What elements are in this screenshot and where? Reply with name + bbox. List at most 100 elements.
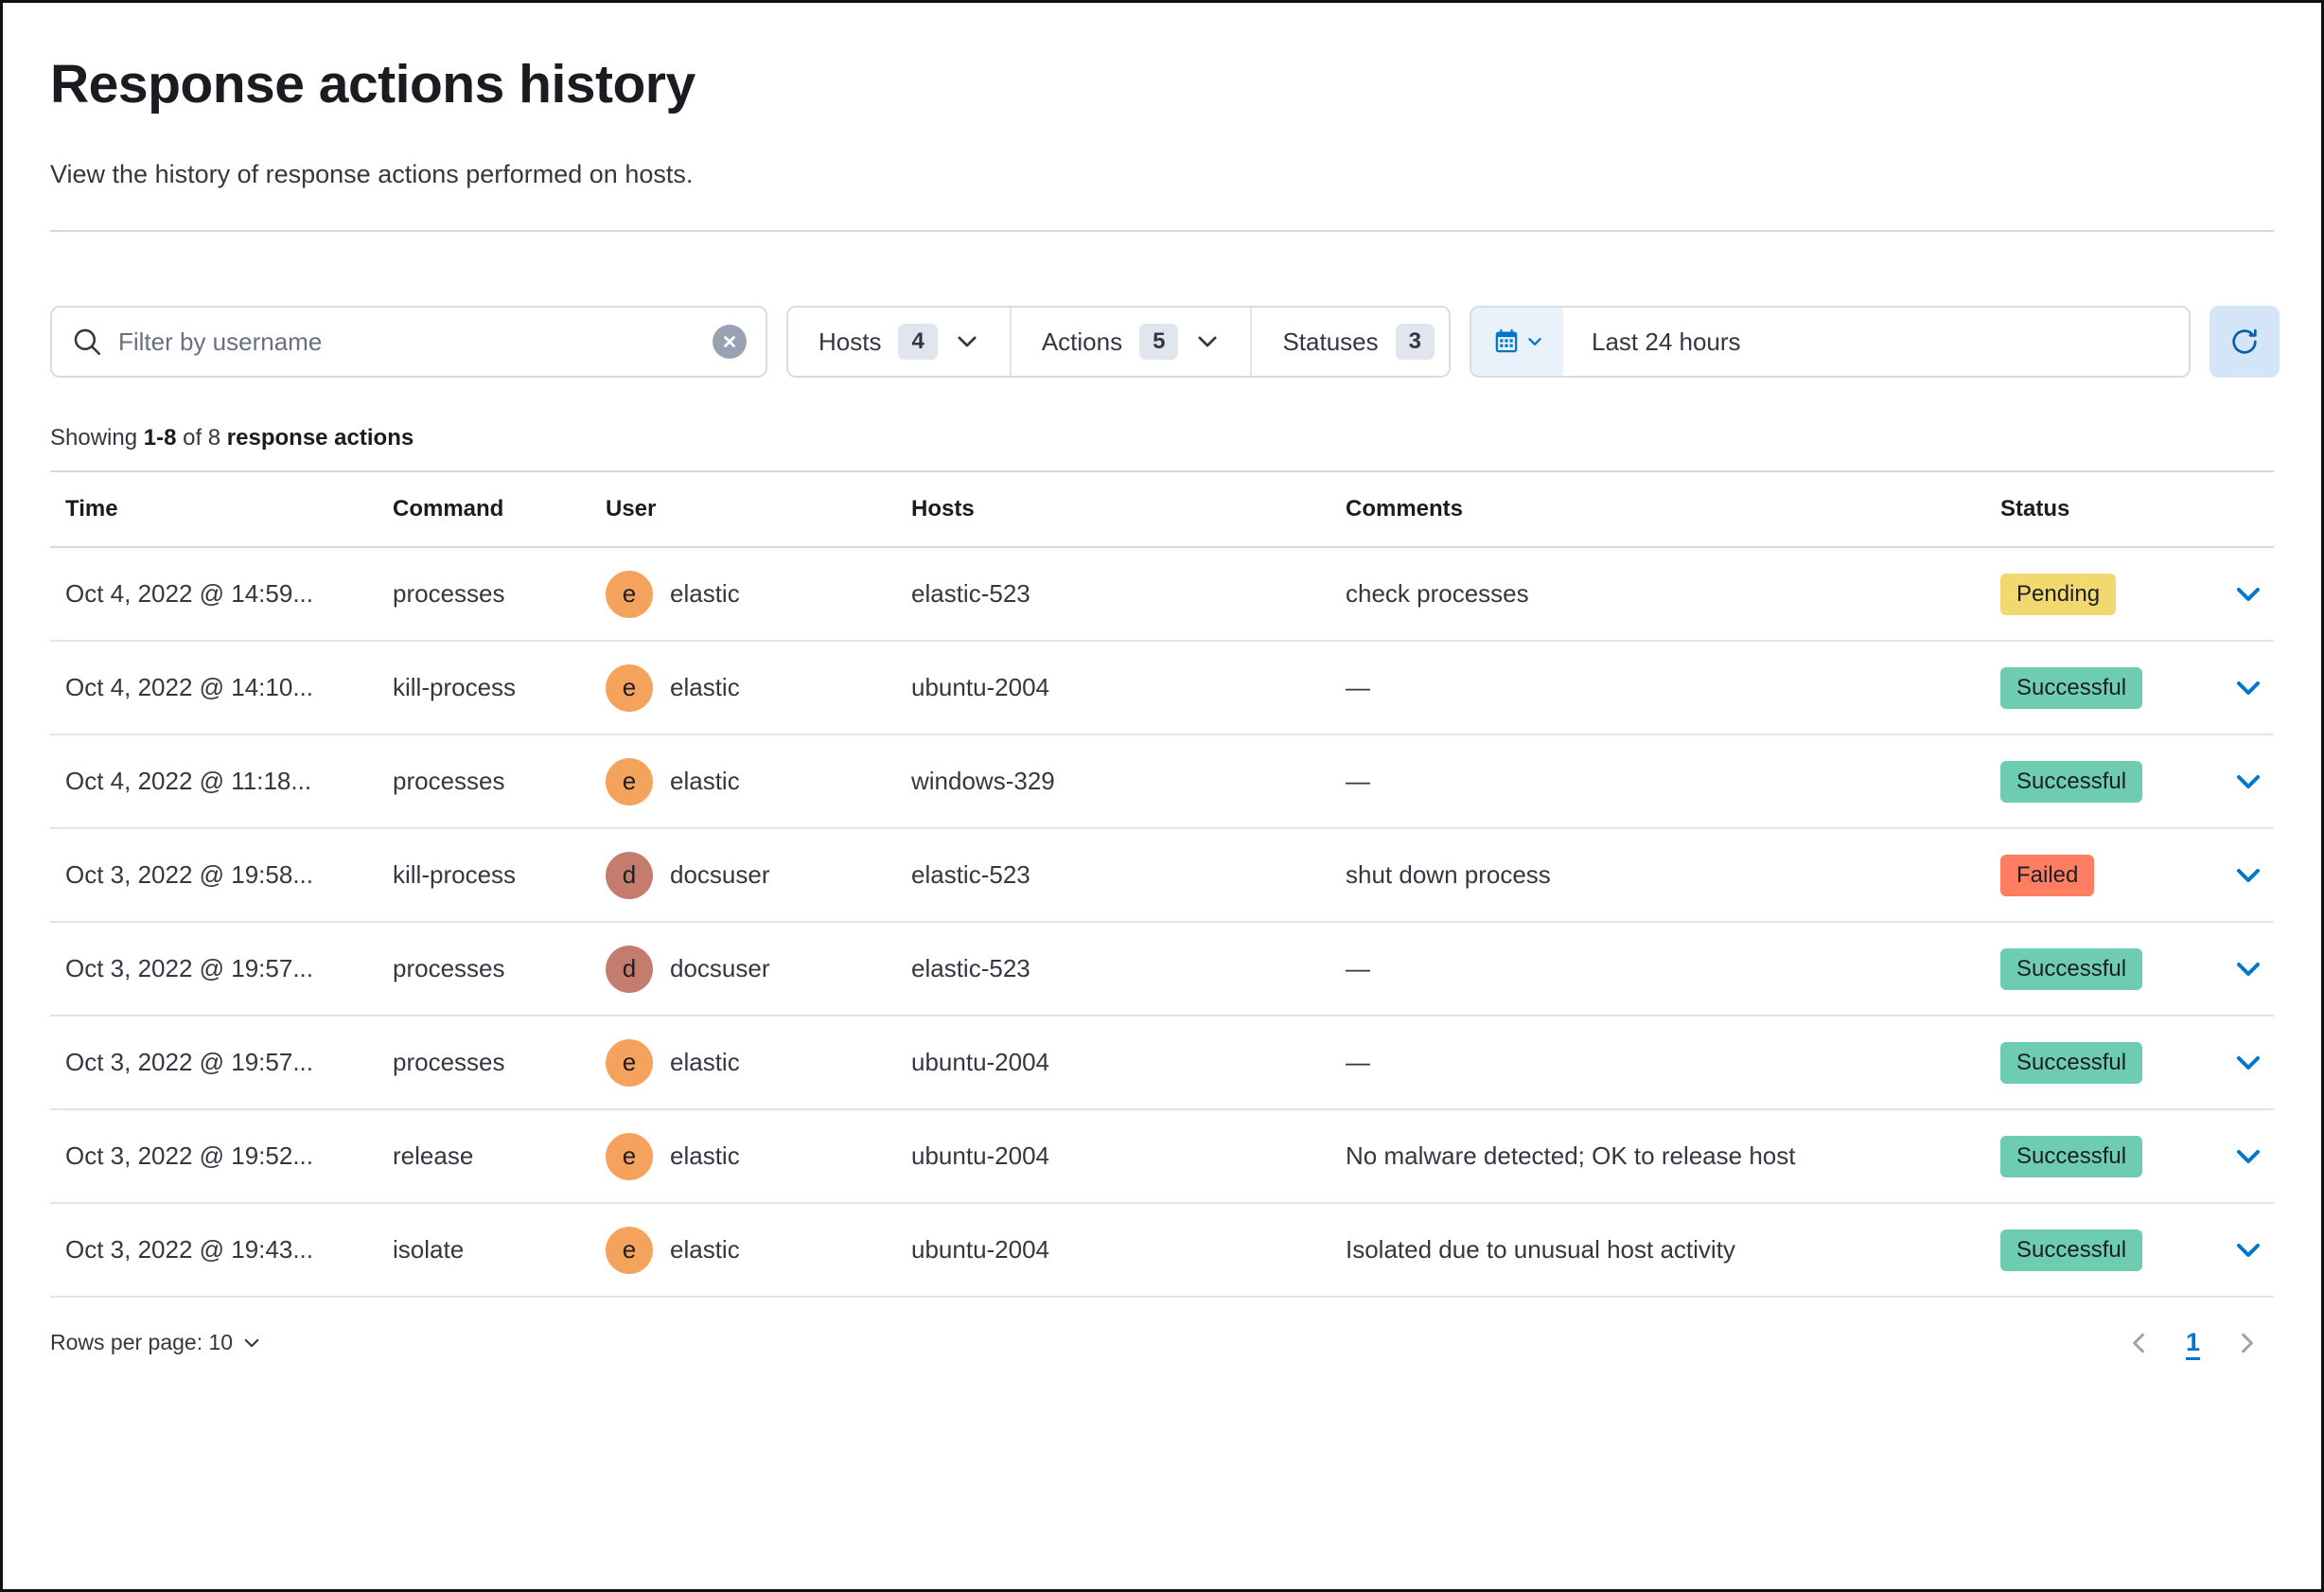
expand-row-button[interactable] xyxy=(2216,735,2280,827)
chevron-right-icon xyxy=(2234,1330,2261,1356)
user-avatar: d xyxy=(606,945,653,993)
search-box xyxy=(50,306,767,379)
row-comment: — xyxy=(1346,954,1370,983)
chevron-down-icon xyxy=(2233,579,2263,610)
filter-label: Actions xyxy=(1041,327,1123,356)
clear-search-button[interactable] xyxy=(713,325,747,360)
row-user: e elastic xyxy=(590,570,896,618)
status-badge: Successful xyxy=(2000,1229,2143,1271)
status-badge: Failed xyxy=(2000,854,2095,896)
table-footer: Rows per page: 10 1 xyxy=(50,1328,2274,1357)
expand-row-button[interactable] xyxy=(2216,923,2280,1015)
expand-row-button[interactable] xyxy=(2216,829,2280,921)
row-command: processes xyxy=(393,579,505,609)
cross-icon xyxy=(721,333,738,350)
column-header-hosts: Hosts xyxy=(911,496,975,522)
user-name: docsuser xyxy=(670,954,770,983)
user-name: elastic xyxy=(670,673,740,702)
actions-filter-button[interactable]: Actions 5 xyxy=(1009,308,1251,377)
table-row: Oct 4, 2022 @ 11:18... processes e elast… xyxy=(50,735,2274,830)
chevron-down-icon xyxy=(1195,329,1220,354)
row-status: Failed xyxy=(1985,854,2216,896)
row-status: Successful xyxy=(1985,1135,2216,1177)
user-name: elastic xyxy=(670,1141,740,1171)
chevron-down-icon xyxy=(242,1334,261,1353)
table-header-row: Time Command User Hosts Comments Status xyxy=(50,470,2274,549)
results-summary: Showing 1-8 of 8 response actions xyxy=(50,425,2274,451)
user-avatar: e xyxy=(606,1038,653,1087)
chevron-down-icon xyxy=(2233,954,2263,984)
chevron-down-icon xyxy=(2233,1235,2263,1265)
previous-page-button[interactable] xyxy=(2125,1330,2152,1356)
refresh-button[interactable] xyxy=(2210,306,2280,379)
row-user: e elastic xyxy=(590,1132,896,1180)
row-user: e elastic xyxy=(590,663,896,712)
user-avatar: e xyxy=(606,1226,653,1274)
user-name: elastic xyxy=(670,579,740,609)
column-header-command: Command xyxy=(393,496,504,522)
summary-lead: Showing xyxy=(50,425,138,451)
expand-row-button[interactable] xyxy=(2216,1110,2280,1202)
row-status: Successful xyxy=(1985,1041,2216,1084)
column-header-user: User xyxy=(606,496,657,522)
page-1-button[interactable]: 1 xyxy=(2185,1328,2200,1357)
chevron-down-icon xyxy=(2233,860,2263,891)
row-command: processes xyxy=(393,1048,505,1077)
row-time: Oct 4, 2022 @ 11:18... xyxy=(65,767,312,796)
status-badge: Successful xyxy=(2000,760,2143,803)
table-row: Oct 3, 2022 @ 19:57... processes d docsu… xyxy=(50,923,2274,1017)
row-user: e elastic xyxy=(590,1226,896,1274)
row-time: Oct 3, 2022 @ 19:43... xyxy=(65,1235,313,1265)
user-name: elastic xyxy=(670,767,740,796)
user-avatar: e xyxy=(606,757,653,805)
summary-range: 1-8 xyxy=(143,425,177,451)
row-time: Oct 4, 2022 @ 14:59... xyxy=(65,579,313,609)
chevron-down-icon xyxy=(1526,333,1543,350)
row-user: e elastic xyxy=(590,1038,896,1087)
row-status: Successful xyxy=(1985,1229,2216,1271)
table-row: Oct 4, 2022 @ 14:59... processes e elast… xyxy=(50,548,2274,643)
rows-per-page-button[interactable]: Rows per page: 10 xyxy=(50,1330,261,1355)
refresh-icon xyxy=(2228,326,2261,358)
row-comment: check processes xyxy=(1346,579,1529,609)
status-badge: Successful xyxy=(2000,666,2143,709)
table-row: Oct 3, 2022 @ 19:57... processes e elast… xyxy=(50,1017,2274,1111)
statuses-filter-button[interactable]: Statuses 3 xyxy=(1250,308,1449,377)
row-host: elastic-523 xyxy=(911,860,1030,890)
status-badge: Successful xyxy=(2000,947,2143,990)
row-host: windows-329 xyxy=(911,767,1055,796)
table-row: Oct 3, 2022 @ 19:43... isolate e elastic… xyxy=(50,1204,2274,1299)
expand-row-button[interactable] xyxy=(2216,1017,2280,1108)
row-host: elastic-523 xyxy=(911,579,1030,609)
date-range-picker: Last 24 hours xyxy=(1470,306,2191,379)
search-input[interactable] xyxy=(118,327,697,357)
row-user: e elastic xyxy=(590,757,896,805)
date-range-value[interactable]: Last 24 hours xyxy=(1592,327,1741,356)
user-name: docsuser xyxy=(670,860,770,890)
row-comment: — xyxy=(1346,673,1370,702)
row-host: ubuntu-2004 xyxy=(911,1235,1050,1265)
expand-row-button[interactable] xyxy=(2216,642,2280,734)
expand-row-button[interactable] xyxy=(2216,1204,2280,1296)
hosts-filter-button[interactable]: Hosts 4 xyxy=(788,308,1010,377)
row-time: Oct 3, 2022 @ 19:58... xyxy=(65,860,313,890)
row-status: Pending xyxy=(1985,573,2216,615)
row-time: Oct 3, 2022 @ 19:57... xyxy=(65,954,313,983)
row-comment: — xyxy=(1346,1048,1370,1077)
filter-group: Hosts 4 Actions 5 Statuses 3 xyxy=(786,306,1451,379)
user-name: elastic xyxy=(670,1048,740,1077)
row-status: Successful xyxy=(1985,666,2216,709)
filter-count-badge: 4 xyxy=(898,324,938,361)
calendar-icon xyxy=(1492,327,1521,356)
row-user: d docsuser xyxy=(590,945,896,993)
next-page-button[interactable] xyxy=(2234,1330,2261,1356)
expand-row-button[interactable] xyxy=(2216,548,2280,640)
chevron-down-icon xyxy=(2233,673,2263,703)
chevron-down-icon xyxy=(955,329,979,354)
row-host: ubuntu-2004 xyxy=(911,1048,1050,1077)
date-quick-select-button[interactable] xyxy=(1471,308,1563,377)
chevron-down-icon xyxy=(2233,767,2263,797)
header-divider xyxy=(50,230,2274,233)
row-host: elastic-523 xyxy=(911,954,1030,983)
status-badge: Successful xyxy=(2000,1135,2143,1177)
